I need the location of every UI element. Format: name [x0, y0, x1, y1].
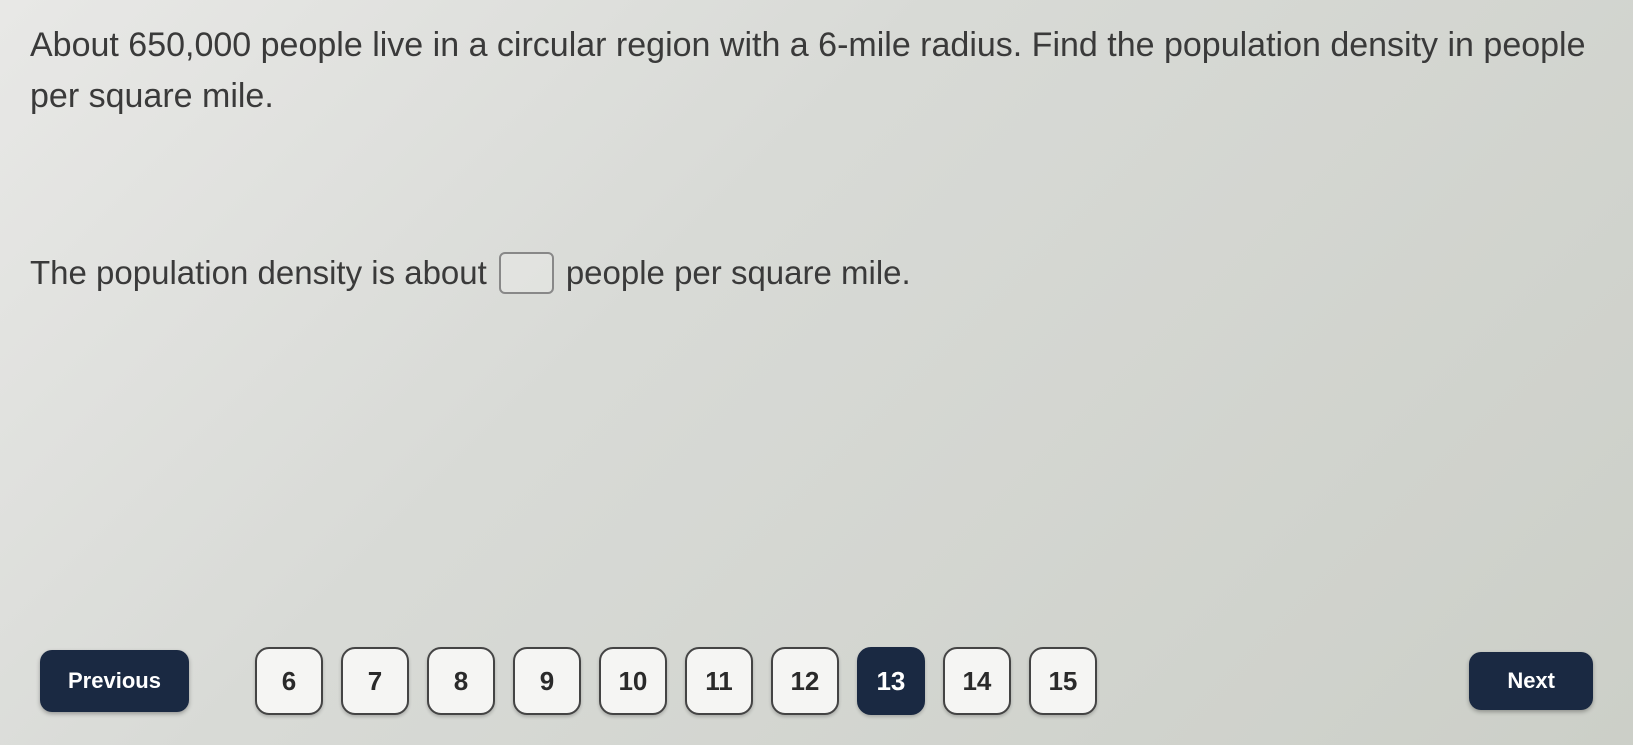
page-button-7[interactable]: 7 [341, 647, 409, 715]
page-button-15[interactable]: 15 [1029, 647, 1097, 715]
page-button-6[interactable]: 6 [255, 647, 323, 715]
question-area: About 650,000 people live in a circular … [0, 0, 1633, 314]
page-button-10[interactable]: 10 [599, 647, 667, 715]
page-button-13[interactable]: 13 [857, 647, 925, 715]
answer-suffix: people per square mile. [566, 254, 911, 292]
previous-button[interactable]: Previous [40, 650, 189, 712]
next-button[interactable]: Next [1469, 652, 1593, 710]
page-button-8[interactable]: 8 [427, 647, 495, 715]
answer-input[interactable] [499, 252, 554, 294]
pages-container: 6789 10 11 12 13 14 15 [255, 647, 1097, 715]
answer-prefix: The population density is about [30, 254, 487, 292]
page-button-12[interactable]: 12 [771, 647, 839, 715]
navigation-bar: Previous 6789 10 11 12 13 14 15 Next [0, 647, 1633, 715]
page-button-14[interactable]: 14 [943, 647, 1011, 715]
page-button-11[interactable]: 11 [685, 647, 753, 715]
answer-line: The population density is about people p… [30, 252, 1603, 294]
question-text: About 650,000 people live in a circular … [30, 20, 1603, 122]
page-button-9[interactable]: 9 [513, 647, 581, 715]
